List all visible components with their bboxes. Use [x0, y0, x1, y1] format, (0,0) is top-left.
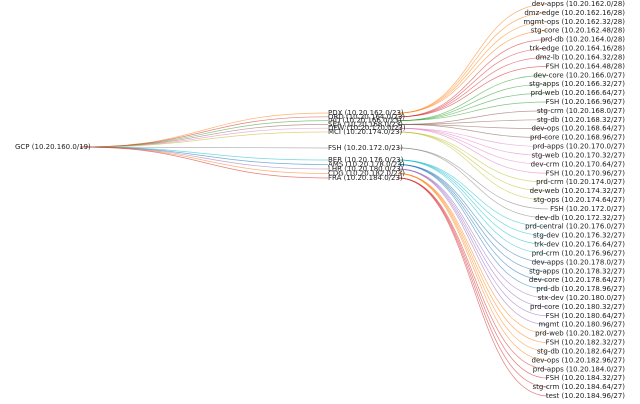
- leaf-label: stg-crm (10.20.168.0/27): [537, 107, 625, 115]
- link: [79, 120, 329, 148]
- leaf-label: prd-crm (10.20.176.96/27): [532, 249, 626, 257]
- leaf-label: dmz-lb (10.20.164.32/28): [535, 53, 625, 61]
- link: [79, 146, 329, 179]
- link: [397, 124, 549, 138]
- leaf-label: stg-web (10.20.170.32/27): [531, 151, 625, 159]
- link: [397, 173, 549, 343]
- leaf-label: FSH (10.20.184.32/27): [546, 374, 626, 382]
- link: [397, 127, 549, 156]
- node-label: CDG (10.20.182.0/23): [328, 170, 405, 178]
- link: [397, 21, 549, 114]
- leaf-label: stg-crm (10.20.184.64/27): [533, 383, 626, 391]
- link: [397, 131, 549, 192]
- leaf-label: test (10.20.184.96/27): [546, 392, 625, 400]
- link: [79, 124, 329, 148]
- link: [79, 146, 329, 174]
- link: [397, 30, 549, 114]
- link: [79, 146, 329, 170]
- leaf-label: dev-ops (10.20.182.96/27): [532, 356, 626, 364]
- node-label: IAD (10.20.166.0/23): [328, 117, 402, 125]
- leaf-label: prd-db (10.20.178.96/27): [536, 285, 625, 293]
- leaf-label: FSH (10.20.180.64/27): [546, 312, 626, 320]
- leaf-label: dev-apps (10.20.162.0/28): [532, 0, 626, 8]
- link: [397, 48, 549, 118]
- leaf-label: mgmt-ops (10.20.162.32/28): [523, 18, 625, 26]
- leaf-label: FSH (10.20.172.0/27): [550, 205, 625, 213]
- leaf-label: FSH (10.20.166.96/27): [546, 98, 626, 106]
- link: [397, 177, 549, 379]
- link: [397, 177, 549, 397]
- node-label: DFW (10.20.170.0/23): [328, 124, 406, 132]
- leaf-label: FSH (10.20.182.32/27): [546, 339, 626, 347]
- leaf-label: prd-central (10.20.176.0/27): [525, 223, 625, 231]
- leaf-label: dev-core (10.20.166.0/27): [533, 71, 625, 79]
- node-label: LHR (10.20.180.0/23): [328, 165, 404, 173]
- leaf-label: prd-apps (10.20.184.0/27): [533, 365, 626, 373]
- link: [397, 173, 549, 361]
- link: [397, 101, 549, 121]
- link: [79, 131, 329, 148]
- link: [397, 159, 549, 245]
- link: [397, 3, 549, 114]
- link: [397, 74, 549, 121]
- link: [397, 127, 549, 174]
- leaf-label: prd-core (10.20.168.96/27): [530, 134, 625, 142]
- link: [397, 173, 549, 352]
- leaf-label: dev-crm (10.20.170.64/27): [531, 160, 626, 168]
- link: [397, 159, 549, 228]
- leaf-label: stg-dev (10.20.176.32/27): [533, 232, 625, 240]
- leaf-label: dev-core (10.20.178.64/27): [529, 276, 625, 284]
- leaf-label: FSH (10.20.164.48/28): [546, 62, 626, 70]
- leaf-label: dev-ops (10.20.168.64/27): [532, 125, 626, 133]
- leaf-label: FSH (10.20.170.96/27): [546, 169, 626, 177]
- leaf-label: trk-edge (10.20.164.16/28): [530, 45, 626, 53]
- leaf-label: trk-dev (10.20.176.64/27): [534, 241, 625, 249]
- node-label: FRA (10.20.184.0/23): [328, 174, 403, 182]
- link: [397, 147, 549, 219]
- link: [397, 159, 549, 254]
- link: [397, 159, 549, 236]
- leaf-label: dev-web (10.20.174.32/27): [530, 187, 626, 195]
- leaf-label: stx-dev (10.20.180.0/27): [538, 294, 625, 302]
- node-label: BER (10.20.176.0/23): [328, 156, 404, 164]
- leaf-label: stg-db (10.20.168.32/27): [537, 116, 625, 124]
- link: [397, 168, 549, 326]
- leaf-label: stg-ops (10.20.174.64/27): [533, 196, 625, 204]
- link: [397, 92, 549, 121]
- leaf-label: dmz-edge (10.20.162.16/28): [524, 9, 625, 17]
- node-label: MCI (10.20.174.0/23): [328, 128, 403, 136]
- leaf-label: prd-db (10.20.164.0/28): [541, 36, 626, 44]
- leaf-label: stg-apps (10.20.166.32/27): [529, 80, 625, 88]
- link: [397, 57, 549, 118]
- node-label: ORD (10.20.164.0/23): [328, 113, 405, 121]
- link: [397, 119, 549, 125]
- leaf-label: prd-apps (10.20.170.0/27): [533, 143, 626, 151]
- leaf-label: stg-apps (10.20.178.32/27): [529, 267, 625, 275]
- link: [79, 146, 329, 165]
- node-label: PDX (10.20.162.0/23): [328, 109, 404, 117]
- link: [397, 177, 549, 388]
- leaf-label: mgmt (10.20.180.96/27): [538, 321, 625, 329]
- node-label: FSH (10.20.172.0/23): [328, 144, 403, 152]
- link: [79, 127, 329, 148]
- link: [79, 146, 329, 149]
- leaf-label: prd-core (10.20.180.32/27): [530, 303, 625, 311]
- node-label: AMS (10.20.178.0/23): [328, 161, 405, 169]
- leaf-label: prd-web (10.20.166.64/27): [531, 89, 626, 97]
- link: [397, 131, 549, 201]
- leaf-label: stg-core (10.20.162.48/28): [531, 27, 626, 35]
- link: [397, 83, 549, 121]
- node-label: SEA (10.20.168.0/23): [328, 120, 403, 128]
- leaf-label: dev-apps (10.20.178.0/27): [532, 258, 626, 266]
- leaf-label: prd-web (10.20.182.0/27): [535, 330, 625, 338]
- link: [397, 66, 549, 118]
- root-label: GCP (10.20.160.0/19): [15, 143, 91, 151]
- leaf-label: prd-crm (10.20.174.0/27): [536, 178, 625, 186]
- leaf-label: dev-db (10.20.172.32/27): [535, 214, 625, 222]
- leaf-label: stg-db (10.20.182.64/27): [537, 347, 625, 355]
- link: [397, 164, 549, 263]
- link: [397, 164, 549, 290]
